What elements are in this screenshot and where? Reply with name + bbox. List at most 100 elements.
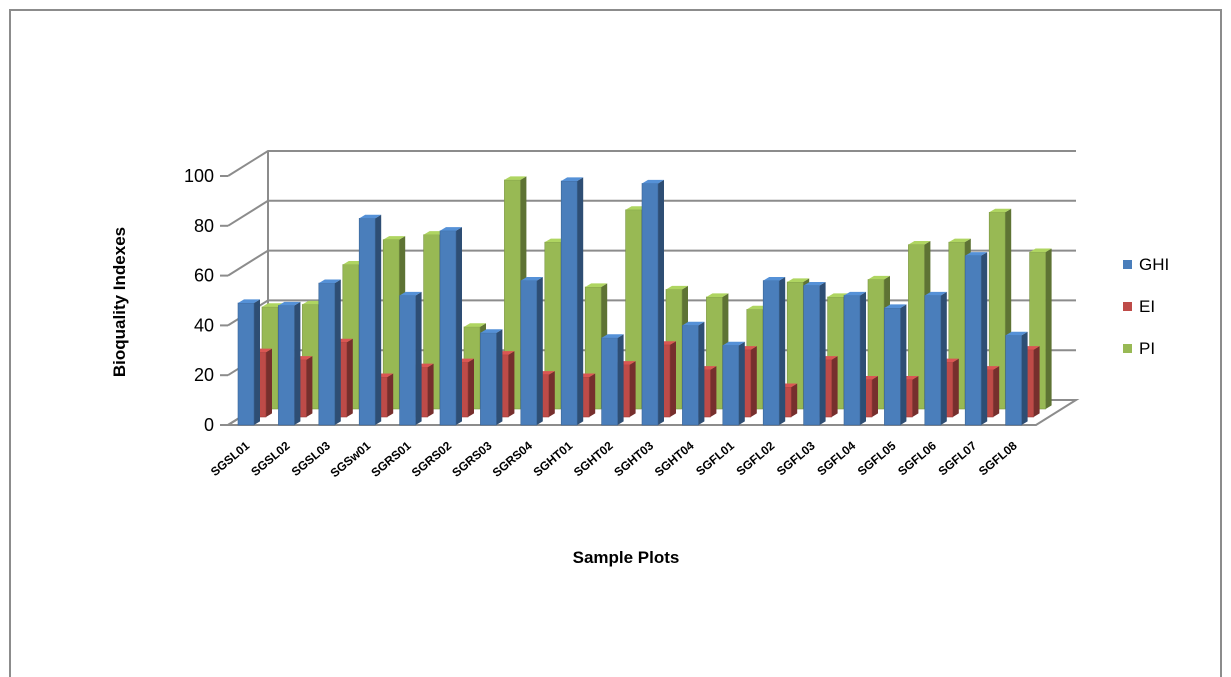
bar-front-face xyxy=(520,280,538,426)
legend: GHI EI PI xyxy=(1123,255,1169,358)
bar-side-face xyxy=(387,373,394,417)
bar xyxy=(641,179,664,426)
gridline xyxy=(227,249,1076,277)
x-tick-label: SGRS01 xyxy=(368,438,414,479)
x-tick-label: SGRS03 xyxy=(449,438,495,479)
bar xyxy=(601,334,624,426)
bar-top-face xyxy=(561,177,584,181)
bar-top-face xyxy=(803,281,826,286)
bar xyxy=(843,291,866,426)
bar-front-face xyxy=(722,345,740,426)
bar-side-face xyxy=(738,341,745,425)
legend-swatch xyxy=(1123,260,1132,269)
bar-side-face xyxy=(831,356,838,417)
bar-side-face xyxy=(819,281,826,425)
x-tick-label: SGSw01 xyxy=(328,438,374,480)
bar xyxy=(682,321,705,426)
bar-side-face xyxy=(334,279,341,425)
bar-side-face xyxy=(346,338,353,417)
bar-top-face xyxy=(722,341,745,346)
bar-side-face xyxy=(266,348,272,417)
bar xyxy=(762,276,786,426)
x-tick-label: SGRS02 xyxy=(409,438,455,479)
bar-front-face xyxy=(318,282,336,426)
y-tick-labels: 0 20 40 60 80 100 xyxy=(184,166,214,435)
bar xyxy=(924,291,947,426)
bar-top-face xyxy=(1029,248,1052,253)
bar-front-face xyxy=(560,180,578,426)
bar-top-face xyxy=(706,293,729,297)
bar-front-face xyxy=(884,307,901,426)
bar-front-face xyxy=(358,218,376,426)
legend-swatch xyxy=(1123,344,1132,353)
bar-top-face xyxy=(924,291,947,296)
bar-front-face xyxy=(439,230,457,426)
bar-side-face xyxy=(468,358,474,417)
bar xyxy=(1005,331,1028,426)
bar-front-face xyxy=(762,280,780,426)
bar-side-face xyxy=(375,214,382,425)
bar-side-face xyxy=(294,301,301,425)
gridline xyxy=(227,150,1076,177)
bar-top-face xyxy=(948,238,971,243)
x-tick-label: SGSL01 xyxy=(208,438,253,479)
x-tick-label: SGFL05 xyxy=(855,438,899,478)
bar-top-face xyxy=(359,214,382,219)
bar xyxy=(358,214,382,426)
legend-swatch xyxy=(1123,302,1132,311)
bar-side-face xyxy=(617,334,624,425)
y-tick-label: 0 xyxy=(204,415,214,435)
bar-top-face xyxy=(908,241,931,245)
legend-item: EI xyxy=(1123,297,1155,316)
x-tick-label: SGFL06 xyxy=(895,438,939,478)
bar-top-face xyxy=(440,227,462,231)
x-tick-label: SGRS04 xyxy=(490,438,536,479)
bar-side-face xyxy=(508,351,515,417)
bar-top-face xyxy=(642,179,664,184)
bar-top-face xyxy=(682,321,705,326)
bar-front-face xyxy=(278,305,295,426)
bar-side-face xyxy=(791,383,798,417)
bar-side-face xyxy=(900,304,907,425)
bar-side-face xyxy=(1021,331,1028,425)
x-tick-label: SGHT02 xyxy=(571,438,616,479)
bar-side-face xyxy=(872,376,878,417)
x-tick-label: SGFL03 xyxy=(774,438,818,478)
legend-label: PI xyxy=(1139,339,1155,358)
x-tick-label: SGFL07 xyxy=(936,438,980,478)
x-tick-label: SGFL04 xyxy=(814,438,858,478)
bar-front-face xyxy=(803,285,820,426)
bar-side-face xyxy=(860,291,866,425)
bar xyxy=(318,279,341,426)
bar-front-face xyxy=(237,302,255,426)
bar xyxy=(480,329,503,426)
bar-side-face xyxy=(750,346,757,417)
bar-top-face xyxy=(520,276,543,281)
bar-side-face xyxy=(710,366,717,417)
bar-top-face xyxy=(666,285,688,290)
bar-side-face xyxy=(456,227,462,425)
bar-side-face xyxy=(427,363,434,417)
y-tick-label: 20 xyxy=(194,365,214,385)
bar-top-face xyxy=(989,208,1012,213)
bar-top-face xyxy=(318,279,341,284)
bar-side-face xyxy=(589,373,596,417)
y-tick-label: 40 xyxy=(194,315,214,335)
bar-side-face xyxy=(496,329,503,425)
bar-side-face xyxy=(993,366,1000,417)
y-tick-label: 60 xyxy=(194,266,214,286)
bar-side-face xyxy=(254,299,260,425)
bar-top-face xyxy=(504,176,527,180)
bars xyxy=(237,176,1052,426)
bar-front-face xyxy=(641,183,659,426)
bar-side-face xyxy=(1045,248,1052,409)
bar-top-face xyxy=(399,291,422,296)
bar-side-face xyxy=(1033,346,1040,417)
bar-side-face xyxy=(415,291,422,425)
bar xyxy=(803,281,826,426)
x-tick-label: SGFL01 xyxy=(693,438,737,478)
bar-top-face xyxy=(238,299,260,303)
bar xyxy=(399,291,422,426)
bar xyxy=(560,177,584,426)
bar xyxy=(237,299,260,426)
